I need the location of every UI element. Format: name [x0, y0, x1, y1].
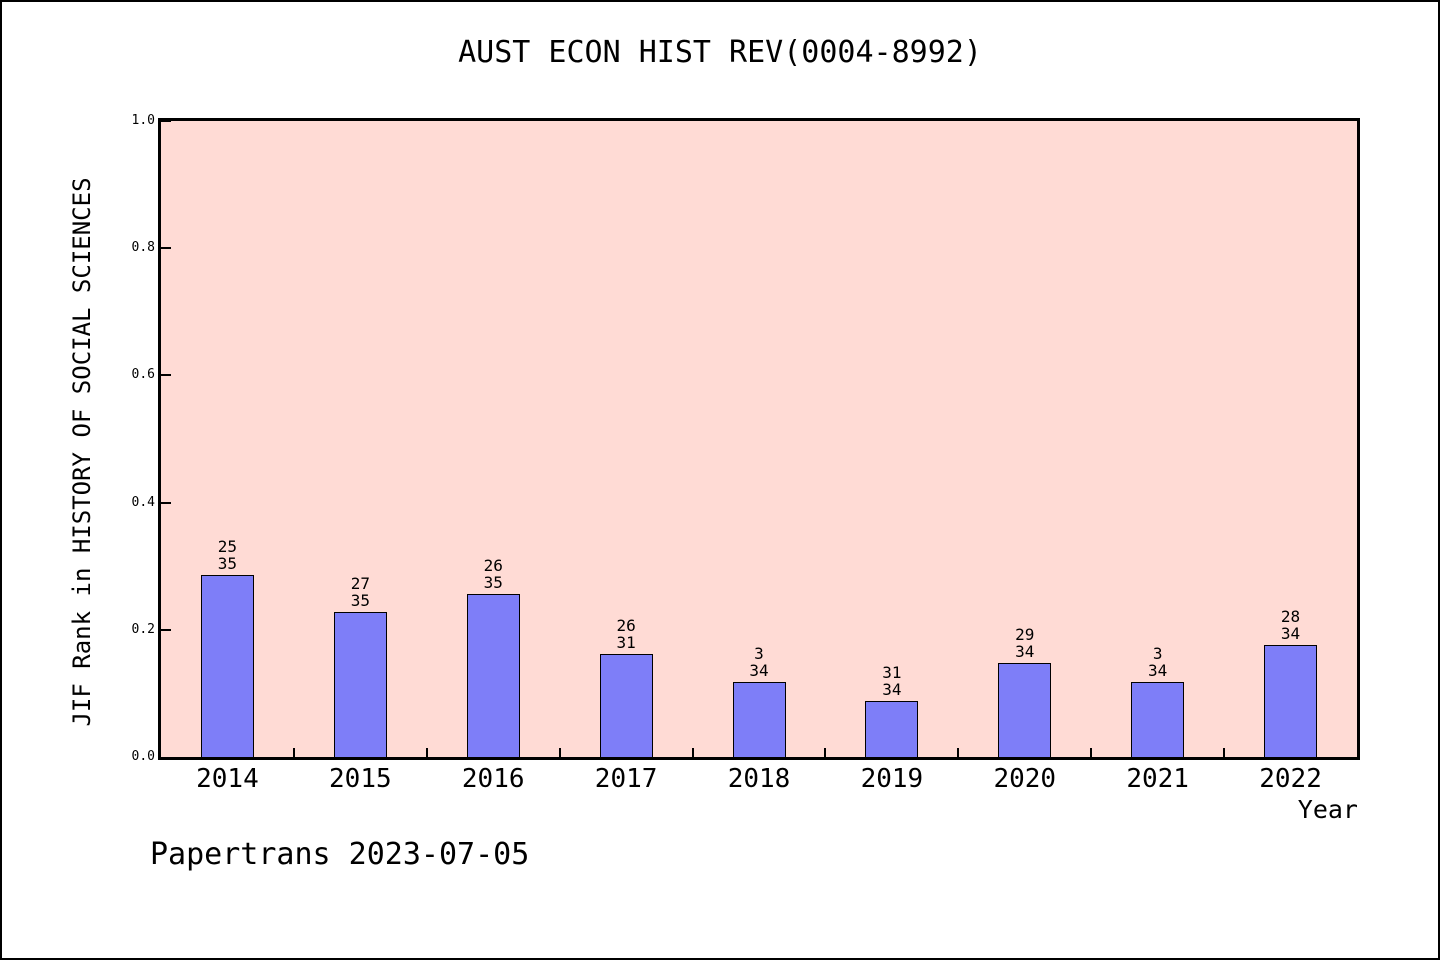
bar-value-denominator: 34 [1148, 661, 1168, 681]
bar [333, 611, 387, 757]
x-tick-label: 2016 [461, 764, 525, 794]
x-tick [824, 748, 827, 757]
bar [466, 593, 520, 757]
y-tick-label: 0.6 [131, 367, 155, 383]
y-tick [161, 120, 171, 122]
y-tick [161, 374, 171, 377]
bar-value-denominator: 34 [882, 679, 902, 699]
x-tick-label: 2022 [1259, 764, 1322, 794]
x-tick-label: 2021 [1126, 764, 1189, 794]
bar-value-label: 29 34 [980, 626, 1070, 660]
bar-value-label: 26 31 [581, 617, 671, 651]
bar-value-denominator: 31 [616, 633, 636, 653]
x-axis-label: Year [1297, 795, 1358, 824]
bar-value-label: 25 35 [182, 538, 272, 572]
chart-title: AUST ECON HIST REV(0004-8992) [458, 35, 982, 70]
y-tick-label: 0.0 [131, 749, 155, 764]
x-tick [425, 748, 428, 757]
bar-value-denominator: 34 [1015, 642, 1035, 662]
x-tick [1223, 748, 1226, 757]
y-tick [161, 247, 171, 250]
bar-value-numerator: 26 [616, 616, 636, 636]
plot-area: 25 35 27 35 26 35 26 31 3 34 31 34 29 34 3 34 28 34 [158, 118, 1360, 760]
x-tick-label: 2020 [993, 764, 1057, 794]
x-tick [1090, 748, 1093, 757]
x-tick-label: 2017 [594, 764, 658, 794]
x-tick [292, 748, 295, 757]
bar-value-denominator: 34 [749, 661, 769, 681]
bar [1131, 682, 1185, 757]
x-tick [691, 748, 694, 757]
bar-value-denominator: 35 [217, 554, 238, 574]
bar-value-numerator: 28 [1280, 606, 1301, 626]
bar-value-denominator: 35 [350, 590, 370, 610]
watermark-text: Papertrans 2023-07-05 [150, 837, 530, 872]
bar-value-numerator: 29 [1015, 625, 1035, 645]
bar [865, 700, 919, 757]
x-tick [957, 748, 960, 757]
bar-value-numerator: 3 [1152, 644, 1163, 664]
bar-value-numerator: 25 [217, 537, 238, 557]
x-tick-label: 2019 [860, 764, 924, 794]
y-axis-label: JIF Rank in HISTORY OF SOCIAL SCIENCES [68, 177, 96, 727]
x-tick-label: 2018 [727, 764, 791, 794]
bar [1264, 644, 1318, 757]
y-tick-label: 0.4 [131, 494, 155, 510]
bar [732, 682, 786, 757]
bar-value-denominator: 35 [483, 572, 503, 592]
x-tick [558, 748, 561, 757]
y-tick-label: 0.2 [131, 621, 155, 637]
bar [599, 654, 653, 757]
y-tick-label: 1.0 [131, 113, 155, 128]
bar-value-numerator: 31 [882, 662, 902, 682]
bar-value-numerator: 3 [754, 644, 764, 664]
bar-value-label: 3 34 [714, 645, 804, 679]
x-tick-label: 2015 [329, 764, 392, 794]
bar [200, 575, 254, 757]
bar [998, 663, 1052, 757]
y-tick [161, 501, 171, 504]
y-tick [161, 628, 171, 631]
bar-value-label: 3 34 [1113, 645, 1203, 679]
bar-value-numerator: 27 [350, 573, 370, 593]
bar-value-denominator: 34 [1280, 623, 1301, 643]
bar-value-label: 28 34 [1246, 608, 1336, 642]
bar-value-label: 31 34 [847, 664, 937, 698]
bar-value-label: 26 35 [448, 557, 538, 591]
x-tick-label: 2014 [196, 764, 259, 794]
bar-value-label: 27 35 [315, 575, 405, 609]
bar-value-numerator: 26 [483, 555, 503, 575]
y-tick-label: 0.8 [131, 240, 155, 256]
